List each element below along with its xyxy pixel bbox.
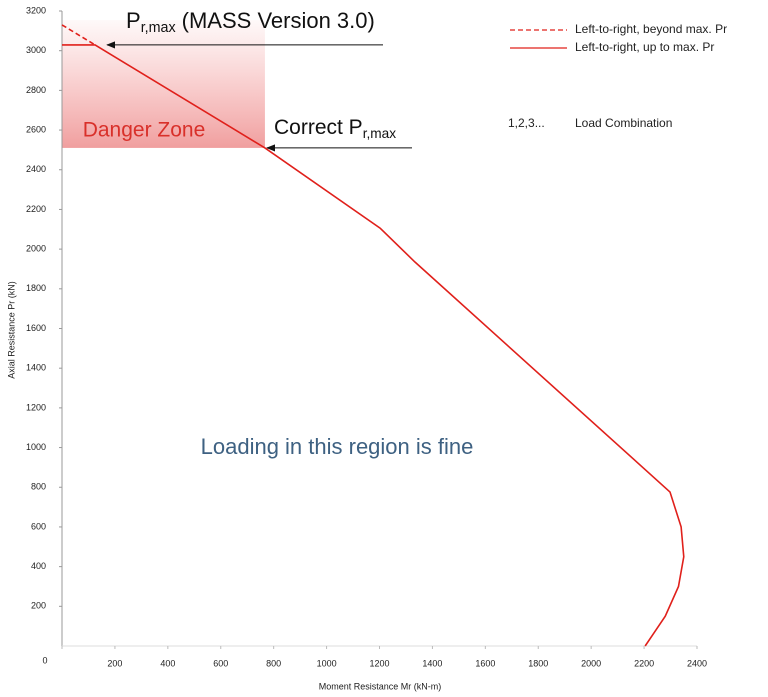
y-tick-label: 200 <box>31 601 46 611</box>
danger-zone-label: Danger Zone <box>83 119 206 142</box>
y-tick-label: 2800 <box>26 85 46 95</box>
y-tick-label: 3000 <box>26 45 46 55</box>
x-tick-label: 1800 <box>528 658 548 668</box>
y-tick-label: 600 <box>31 521 46 531</box>
y-tick-label: 800 <box>31 482 46 492</box>
y-tick-label: 2000 <box>26 244 46 254</box>
mass-max-note-main: P <box>126 8 141 33</box>
x-tick-label: 1400 <box>422 658 442 668</box>
x-tick-label: 200 <box>107 658 122 668</box>
x-tick-label: 400 <box>160 658 175 668</box>
y-tick-label: 1600 <box>26 323 46 333</box>
correct-max-note-main: Correct P <box>274 116 363 139</box>
series-line <box>62 44 685 647</box>
load-combination-symbol: 1,2,3... <box>508 116 545 130</box>
correct-max-note: Correct Pr,max <box>274 116 396 141</box>
x-tick-label: 1600 <box>475 658 495 668</box>
x-tick-label: 1200 <box>369 658 389 668</box>
mass-max-note: Pr,max (MASS Version 3.0) <box>126 8 375 36</box>
load-combination-label: Load Combination <box>575 116 672 130</box>
fine-region-label: Loading in this region is fine <box>201 434 474 459</box>
y-tick-label: 2200 <box>26 204 46 214</box>
x-tick-label: 1000 <box>317 658 337 668</box>
x-tick-label: 600 <box>213 658 228 668</box>
x-axis-label: Moment Resistance Mr (kN-m) <box>319 681 442 691</box>
x-tick-label: 2000 <box>581 658 601 668</box>
mass-max-note-sub: r,max <box>141 20 176 36</box>
y-tick-label: 1200 <box>26 402 46 412</box>
y-axis-label: Axial Resistance Pr (kN) <box>6 281 16 379</box>
legend-label: Left-to-right, up to max. Pr <box>575 40 714 54</box>
y-tick-label: 400 <box>31 561 46 571</box>
y-tick-label: 2600 <box>26 124 46 134</box>
correct-max-note-sub: r,max <box>363 126 397 141</box>
x-tick-label: 0 <box>42 655 47 665</box>
y-tick-label: 1400 <box>26 363 46 373</box>
mass-max-note-rest: (MASS Version 3.0) <box>182 8 375 33</box>
x-tick-label: 800 <box>266 658 281 668</box>
series-line <box>61 24 96 46</box>
y-tick-label: 3200 <box>26 5 46 15</box>
y-tick-label: 1000 <box>26 442 46 452</box>
x-tick-label: 2400 <box>687 658 707 668</box>
y-tick-label: 2400 <box>26 164 46 174</box>
x-tick-label: 2200 <box>634 658 654 668</box>
y-tick-label: 1800 <box>26 283 46 293</box>
legend-label: Left-to-right, beyond max. Pr <box>575 22 727 36</box>
